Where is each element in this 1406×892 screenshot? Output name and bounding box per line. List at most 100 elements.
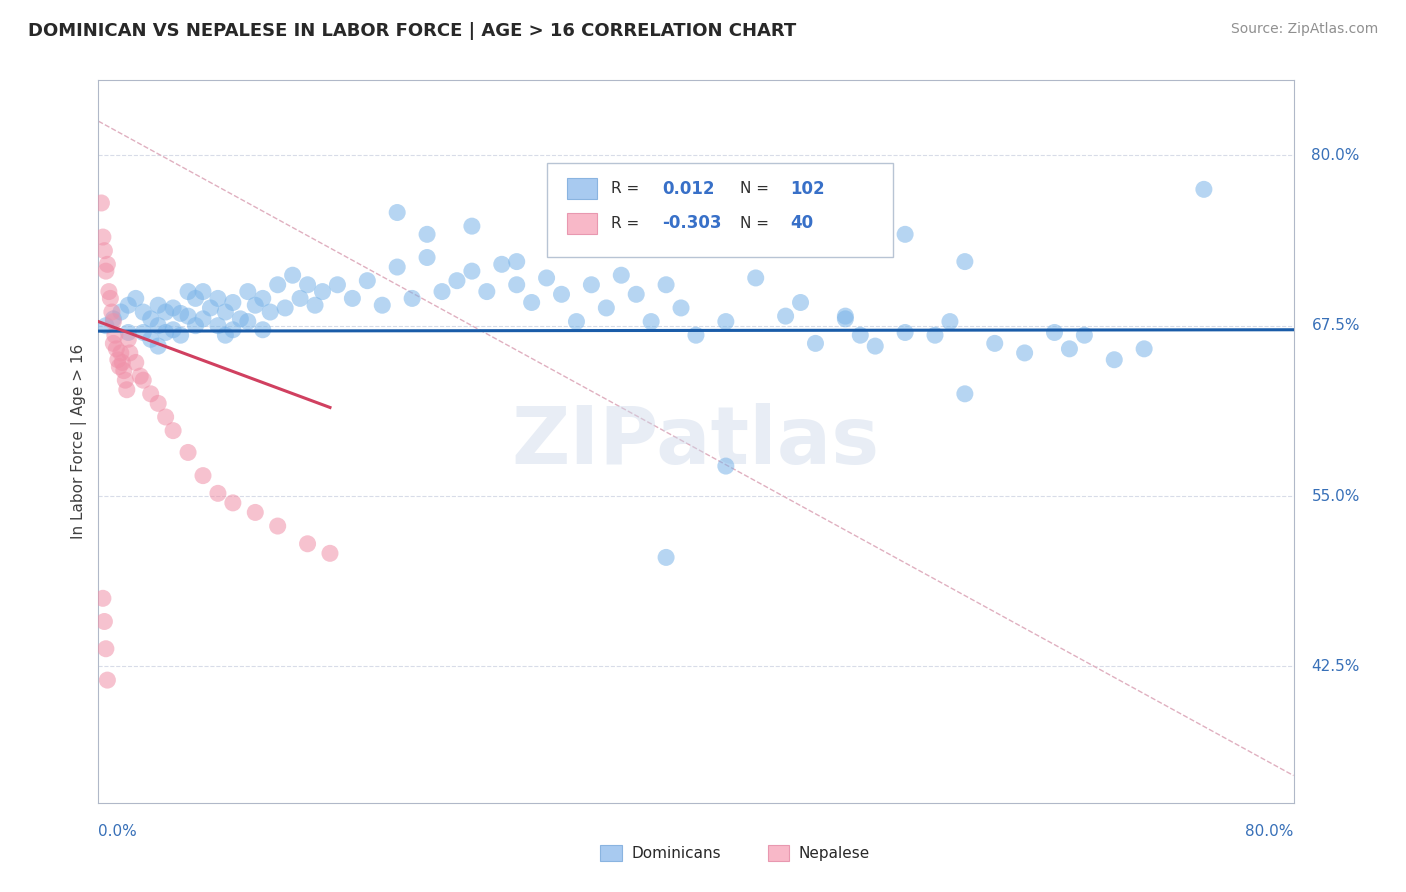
Point: [91, 230, 114, 244]
Point: [103, 336, 125, 351]
Point: [162, 301, 184, 315]
Text: 80.0%: 80.0%: [1312, 148, 1360, 162]
Point: [610, 268, 633, 283]
Point: [894, 326, 917, 340]
Point: [236, 315, 259, 329]
Point: [1104, 352, 1126, 367]
Point: [259, 305, 281, 319]
Point: [581, 277, 603, 292]
Point: [191, 285, 214, 299]
Point: [506, 254, 529, 268]
Point: [274, 301, 297, 315]
Point: [536, 271, 558, 285]
Point: [610, 227, 633, 242]
Point: [148, 318, 170, 333]
Point: [595, 301, 617, 315]
Point: [669, 301, 692, 315]
FancyBboxPatch shape: [547, 163, 893, 257]
Point: [491, 257, 513, 271]
Point: [655, 277, 678, 292]
Point: [297, 277, 319, 292]
Point: [401, 292, 423, 306]
Point: [385, 260, 409, 274]
Point: [118, 346, 141, 360]
Point: [184, 318, 207, 333]
Point: [385, 205, 409, 219]
Point: [148, 339, 170, 353]
Point: [108, 359, 131, 374]
Point: [184, 292, 207, 306]
Point: [98, 292, 122, 306]
Point: [148, 396, 170, 410]
Point: [245, 298, 267, 312]
Point: [252, 292, 274, 306]
Text: ZIPatlas: ZIPatlas: [512, 402, 880, 481]
Point: [155, 409, 177, 424]
Point: [93, 615, 115, 629]
Point: [236, 285, 259, 299]
FancyBboxPatch shape: [567, 212, 596, 235]
Point: [1192, 182, 1215, 196]
Point: [984, 336, 1007, 351]
Point: [107, 352, 129, 367]
Point: [96, 673, 118, 687]
Point: [132, 305, 155, 319]
Point: [91, 591, 114, 606]
Point: [894, 227, 917, 242]
Point: [304, 298, 326, 312]
Text: 40: 40: [790, 214, 814, 232]
Point: [655, 550, 678, 565]
Point: [229, 311, 252, 326]
Point: [550, 287, 572, 301]
FancyBboxPatch shape: [768, 846, 789, 862]
Y-axis label: In Labor Force | Age > 16: In Labor Force | Age > 16: [72, 344, 87, 539]
Point: [865, 339, 887, 353]
Point: [924, 328, 946, 343]
Point: [1133, 342, 1156, 356]
Point: [111, 355, 134, 369]
Text: R =: R =: [612, 216, 640, 231]
Point: [685, 328, 707, 343]
Point: [1073, 328, 1095, 343]
Point: [139, 332, 162, 346]
Point: [94, 318, 117, 333]
Point: [200, 301, 222, 315]
Point: [461, 219, 484, 234]
Text: 42.5%: 42.5%: [1312, 659, 1360, 674]
Point: [342, 292, 364, 306]
Point: [1059, 342, 1081, 356]
Text: N =: N =: [740, 181, 769, 196]
Point: [132, 326, 155, 340]
Point: [114, 373, 136, 387]
Point: [640, 315, 662, 329]
Point: [775, 309, 797, 323]
Point: [94, 641, 117, 656]
Point: [461, 264, 484, 278]
Point: [416, 227, 439, 242]
Text: R =: R =: [612, 181, 640, 196]
Text: 102: 102: [790, 179, 825, 198]
Point: [97, 285, 120, 299]
Point: [267, 519, 290, 533]
Point: [565, 315, 588, 329]
Point: [288, 292, 311, 306]
Text: 0.012: 0.012: [662, 179, 716, 198]
Point: [148, 298, 170, 312]
Point: [207, 292, 229, 306]
Point: [177, 285, 200, 299]
Point: [714, 459, 737, 474]
Point: [155, 305, 177, 319]
Point: [475, 285, 498, 299]
Point: [139, 311, 162, 326]
Point: [416, 251, 439, 265]
Point: [252, 323, 274, 337]
Text: 67.5%: 67.5%: [1312, 318, 1360, 334]
Point: [214, 328, 236, 343]
Point: [125, 355, 148, 369]
Point: [245, 505, 267, 519]
Point: [90, 196, 112, 211]
Point: [191, 468, 214, 483]
Point: [775, 216, 797, 230]
Point: [939, 315, 962, 329]
Text: N =: N =: [740, 216, 769, 231]
